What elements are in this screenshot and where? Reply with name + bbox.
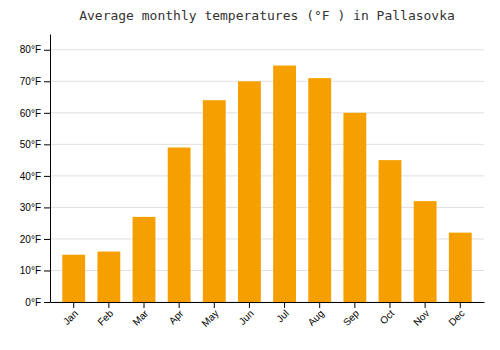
bar — [62, 255, 85, 302]
bar — [449, 233, 472, 302]
tick: 70°F — [20, 76, 50, 87]
grid-line — [50, 81, 484, 82]
tick-mark — [284, 302, 285, 308]
tick-mark — [44, 239, 50, 240]
tick-mark — [44, 50, 50, 51]
tick-label: Oct — [378, 308, 397, 327]
tick: Nov — [411, 302, 431, 328]
axis-line — [51, 302, 485, 303]
tick-mark — [44, 270, 50, 271]
tick-mark — [44, 207, 50, 208]
tick-label: 60°F — [20, 108, 41, 119]
tick-label: Jul — [274, 308, 291, 325]
tick: Jun — [237, 302, 256, 327]
tick: Oct — [378, 302, 397, 326]
tick-mark — [425, 302, 426, 308]
tick-mark — [108, 302, 109, 308]
tick: May — [200, 302, 221, 329]
tick: 60°F — [20, 108, 50, 119]
tick-mark — [44, 113, 50, 114]
tick-mark — [44, 81, 50, 82]
tick: 30°F — [20, 202, 50, 213]
tick: Apr — [167, 302, 186, 326]
tick-label: 10°F — [20, 265, 41, 276]
tick-mark — [144, 302, 145, 308]
bar — [308, 78, 331, 302]
tick-label: Mar — [130, 307, 150, 327]
tick-mark — [44, 144, 50, 145]
tick-label: 40°F — [20, 171, 41, 182]
tick: 10°F — [20, 265, 50, 276]
bar — [203, 100, 226, 302]
bar — [238, 81, 261, 302]
tick-label: Feb — [95, 307, 115, 327]
tick: Sep — [341, 302, 362, 328]
tick-label: 50°F — [20, 139, 41, 150]
tick-label: 20°F — [20, 234, 41, 245]
tick-label: Sep — [341, 307, 362, 328]
tick: 20°F — [20, 234, 50, 245]
axis-line — [50, 35, 51, 303]
bar — [97, 252, 120, 302]
tick-label: Jan — [61, 308, 80, 327]
bar — [343, 113, 366, 302]
tick: 80°F — [20, 44, 50, 55]
tick-mark — [44, 176, 50, 177]
title: Average monthly temperatures (°F ) in Pa… — [79, 8, 455, 23]
bar — [414, 201, 437, 302]
tick: Dec — [446, 302, 466, 328]
tick-label: Aug — [306, 308, 326, 328]
tick-mark — [249, 302, 250, 308]
tick-label: Apr — [167, 307, 186, 326]
tick-mark — [179, 302, 180, 308]
tick-mark — [389, 302, 390, 308]
grid-line — [50, 175, 484, 176]
tick: 0°F — [25, 297, 50, 308]
plot: 0°F 10°F 20°F 30°F 40°F 50°F 60°F 70°F 80°F Jan Fe… — [20, 35, 485, 329]
tick-label: Nov — [411, 308, 431, 328]
tick: 50°F — [20, 139, 50, 150]
tick: 40°F — [20, 171, 50, 182]
tick: Jan — [61, 302, 80, 327]
tick: Mar — [130, 302, 150, 328]
tick-label: 0°F — [25, 297, 41, 308]
tick-label: 70°F — [20, 76, 41, 87]
bar — [379, 160, 402, 302]
tick-mark — [44, 302, 50, 303]
grid-line — [50, 144, 484, 145]
tick: Feb — [95, 302, 115, 328]
tick-label: 30°F — [20, 202, 41, 213]
tick-mark — [460, 302, 461, 308]
grid-line — [50, 49, 484, 50]
x-axis: Jan Feb Mar Apr May Jun Jul Aug Sep Oct Nov Dec — [51, 302, 485, 329]
chart: 0°F 10°F 20°F 30°F 40°F 50°F 60°F 70°F 80°F Jan Fe… — [0, 0, 500, 350]
bars — [62, 66, 471, 302]
tick-label: Dec — [446, 308, 466, 328]
tick: Jul — [274, 302, 291, 324]
tick: Aug — [306, 302, 326, 328]
tick-label: Jun — [237, 308, 256, 327]
tick-mark — [214, 302, 215, 308]
bar — [133, 217, 156, 302]
bar — [168, 148, 191, 302]
grid-line — [50, 112, 484, 113]
tick-label: 80°F — [20, 44, 41, 55]
tick-mark — [354, 302, 355, 308]
bar — [273, 66, 296, 302]
y-axis: 0°F 10°F 20°F 30°F 40°F 50°F 60°F 70°F 80°F — [20, 35, 51, 308]
tick-mark — [73, 302, 74, 308]
tick-mark — [319, 302, 320, 308]
grid — [50, 50, 484, 302]
tick-label: May — [200, 308, 221, 329]
